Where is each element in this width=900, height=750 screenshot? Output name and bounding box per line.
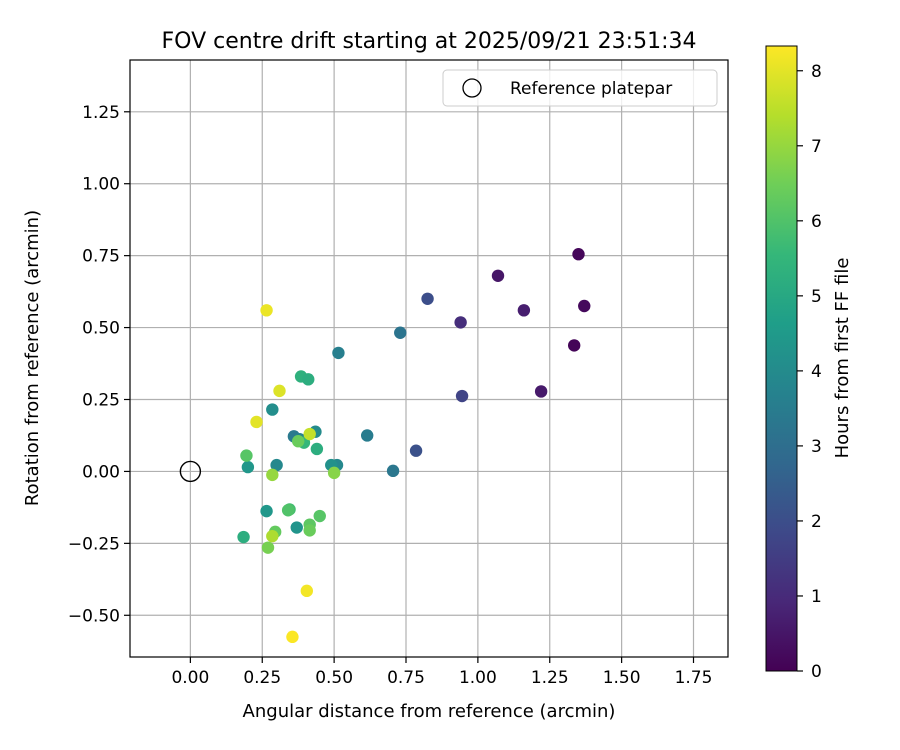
x-tick-label: 1.00 [459, 668, 497, 688]
scatter-point [454, 316, 467, 329]
scatter-point [237, 530, 250, 544]
colorbar-tick-label: 4 [811, 362, 822, 382]
y-tick-label: 0.25 [82, 390, 120, 410]
y-tick-label: −0.25 [68, 534, 120, 554]
scatter-point [266, 403, 279, 416]
scatter-point [302, 373, 315, 386]
colorbar: 0 1 2 3 4 5 6 7 8 Hours from first FF file [765, 45, 853, 682]
legend-label: Reference platepar [510, 79, 672, 99]
scatter-point [300, 584, 314, 598]
colorbar-gradient [765, 45, 798, 672]
colorbar-tick-label: 0 [811, 662, 822, 682]
reference-platepar-marker [179, 460, 202, 483]
x-tick-label: 0.25 [243, 668, 281, 688]
scatter-point [240, 449, 253, 462]
x-axis-label: Angular distance from reference (arcmin) [243, 701, 616, 722]
scatter-point [534, 385, 548, 398]
scatter-point [250, 415, 263, 429]
scatter-point [360, 429, 374, 442]
x-tick-label: 0.50 [315, 668, 353, 688]
y-axis-ticks: −0.50 −0.25 0.00 0.25 0.50 0.75 1.00 1.25 [68, 103, 130, 626]
plot-frame [129, 59, 729, 658]
colorbar-tick-label: 5 [811, 287, 822, 307]
colorbar-tick-label: 3 [811, 437, 822, 457]
scatter-point [421, 292, 434, 305]
scatter-point [313, 509, 326, 523]
scatter-point [261, 541, 275, 554]
grid [130, 60, 728, 657]
colorbar-ticks: 0 1 2 3 4 5 6 7 8 [797, 62, 822, 682]
colorbar-tick-label: 7 [811, 137, 822, 157]
chart-title: FOV centre drift starting at 2025/09/21 … [162, 29, 697, 54]
colorbar-label: Hours from first FF file [832, 258, 853, 459]
x-axis-ticks: 0.00 0.25 0.50 0.75 1.00 1.25 1.50 1.75 [171, 657, 712, 688]
scatter-point [266, 529, 279, 543]
x-tick-label: 0.00 [171, 668, 209, 688]
y-tick-label: 0.00 [82, 462, 120, 482]
x-tick-label: 1.75 [675, 668, 713, 688]
scatter-point [270, 458, 283, 472]
scatter-point [327, 466, 341, 480]
y-tick-label: 0.75 [82, 247, 120, 267]
y-tick-label: 1.25 [82, 103, 120, 123]
y-tick-label: 1.00 [82, 175, 120, 195]
scatter-point [260, 304, 273, 317]
scatter-point [394, 326, 407, 339]
y-tick-label: 0.50 [82, 319, 120, 339]
legend-box [442, 69, 718, 107]
scatter-point [332, 346, 345, 360]
legend: Reference platepar [442, 69, 718, 107]
scatter-point [290, 521, 303, 534]
colorbar-tick-label: 1 [811, 587, 822, 607]
colorbar-tick-label: 6 [811, 212, 822, 232]
x-tick-label: 0.75 [387, 668, 425, 688]
data-points [179, 248, 591, 644]
scatter-point [310, 442, 324, 456]
scatter-point [260, 504, 273, 518]
scatter-point [273, 384, 286, 398]
colorbar-tick-label: 8 [811, 62, 822, 82]
scatter-point [517, 304, 531, 317]
scatter-point [303, 524, 316, 537]
x-tick-label: 1.50 [603, 668, 641, 688]
scatter-point [303, 427, 316, 441]
scatter-point [281, 504, 295, 517]
scatter-point [409, 444, 423, 457]
scatter-point [291, 435, 305, 448]
scatter-point [286, 630, 299, 644]
scatter-point [578, 299, 591, 313]
legend-marker-open-circle [462, 78, 482, 98]
scatter-point [386, 464, 400, 478]
scatter-point [491, 269, 505, 282]
y-tick-label: −0.50 [68, 606, 120, 626]
y-axis-label: Rotation from reference (arcmin) [22, 210, 43, 506]
scatter-point [241, 460, 255, 474]
scatter-point [266, 468, 279, 482]
scatter-point [567, 339, 581, 352]
x-tick-label: 1.25 [531, 668, 569, 688]
colorbar-tick-label: 2 [811, 512, 822, 532]
scatter-point [572, 248, 585, 261]
scatter-point [455, 389, 469, 403]
